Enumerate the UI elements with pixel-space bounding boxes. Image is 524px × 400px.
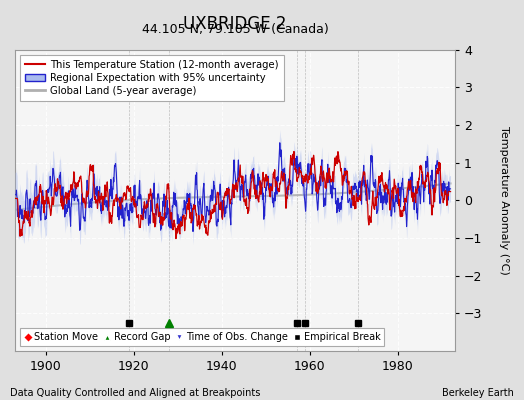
Title: UXBRIDGE 2: UXBRIDGE 2 [183, 15, 287, 33]
Text: 44.105 N, 79.105 W (Canada): 44.105 N, 79.105 W (Canada) [141, 23, 329, 36]
Legend: Station Move, Record Gap, Time of Obs. Change, Empirical Break: Station Move, Record Gap, Time of Obs. C… [20, 328, 384, 346]
Text: Data Quality Controlled and Aligned at Breakpoints: Data Quality Controlled and Aligned at B… [10, 388, 261, 398]
Text: Berkeley Earth: Berkeley Earth [442, 388, 514, 398]
Y-axis label: Temperature Anomaly (°C): Temperature Anomaly (°C) [499, 126, 509, 275]
